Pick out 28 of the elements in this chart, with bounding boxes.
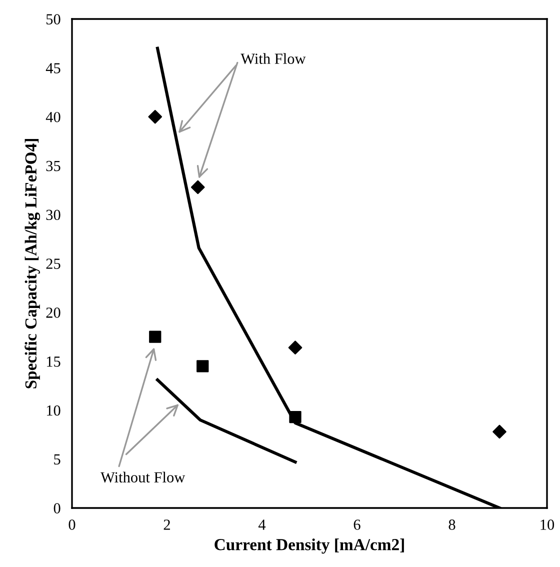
y-tick-label: 10 xyxy=(46,405,60,416)
annotation: With Flow xyxy=(240,53,306,64)
y-tick-label: 45 xyxy=(46,63,60,74)
y-axis-title: Specific Capacity [Ah/kg LiFePO4] xyxy=(24,139,40,388)
point xyxy=(148,110,162,124)
point xyxy=(492,424,506,439)
y-tick-label: 25 xyxy=(46,258,60,269)
x-tick-label: 2 xyxy=(164,520,170,530)
point xyxy=(190,180,205,194)
y-tick-label: 20 xyxy=(46,308,60,318)
point xyxy=(149,330,162,343)
y-tick-label: 50 xyxy=(46,14,60,24)
y-tick-label: 35 xyxy=(46,160,60,172)
x-tick-label: 8 xyxy=(448,520,456,530)
point xyxy=(289,410,302,424)
x-tick-label: 4 xyxy=(258,520,266,530)
x-tick-label: 0 xyxy=(68,520,76,530)
point xyxy=(196,360,209,372)
point xyxy=(288,340,302,355)
y-tick-label: 30 xyxy=(46,210,60,220)
y-tick-label: 40 xyxy=(46,112,60,122)
y-tick-label: 15 xyxy=(46,356,60,367)
x-tick-label: 6 xyxy=(354,520,360,530)
annotation: Without Flow xyxy=(100,472,186,483)
x-tick-label: 10 xyxy=(540,520,554,530)
x-axis-title: Current Density [mA/cm2] xyxy=(214,538,404,554)
y-tick-label: 5 xyxy=(54,454,60,465)
y-tick-label: 0 xyxy=(54,503,60,514)
